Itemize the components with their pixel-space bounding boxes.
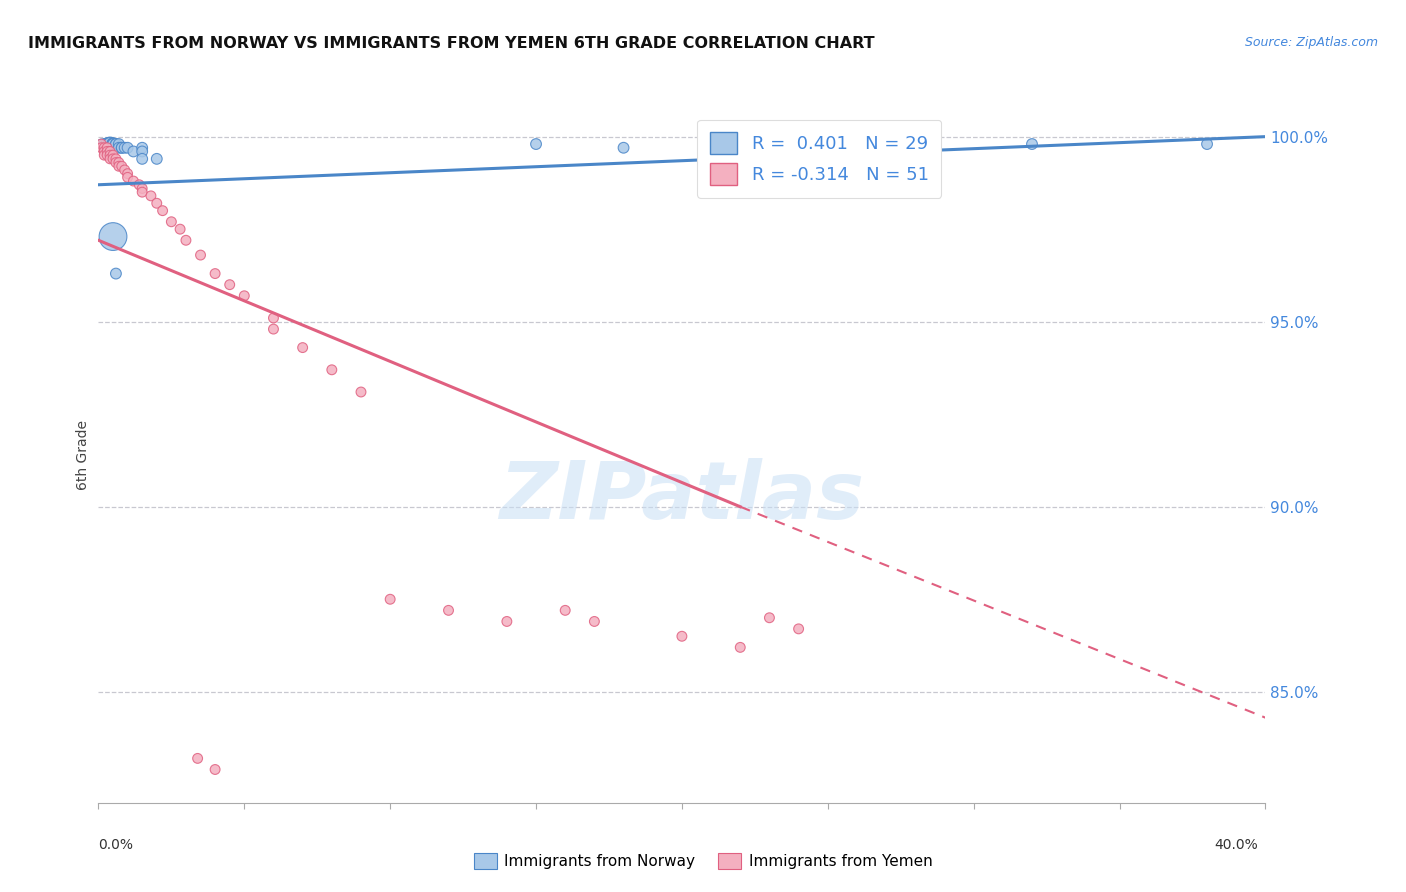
Point [204,763,226,777]
Point [93,136,115,151]
Point [101,229,124,244]
Point [90,141,112,155]
Point [111,159,134,173]
Point [671,629,693,643]
Point [218,277,240,292]
Point [131,181,153,195]
Point [190,248,212,262]
Point [96,136,118,151]
Point [90,136,112,151]
Text: 0.0%: 0.0% [98,838,134,853]
Point [122,145,145,159]
Point [131,152,153,166]
Point [817,136,839,151]
Point [104,267,127,281]
Text: IMMIGRANTS FROM NORWAY VS IMMIGRANTS FROM YEMEN 6TH GRADE CORRELATION CHART: IMMIGRANTS FROM NORWAY VS IMMIGRANTS FRO… [28,36,875,51]
Point [101,152,124,166]
Point [380,592,402,607]
Point [146,196,169,211]
Point [437,603,460,617]
Point [262,322,284,336]
Point [262,310,284,325]
Point [321,363,343,377]
Point [758,611,780,625]
Point [117,141,139,155]
Point [613,141,636,155]
Point [108,141,131,155]
Point [131,185,153,199]
Point [98,152,121,166]
Point [108,155,131,169]
Point [117,170,139,185]
Point [131,145,153,159]
Point [101,136,124,151]
Point [160,215,183,229]
Point [98,145,121,159]
Point [111,141,134,155]
Legend: R =  0.401   N = 29, R = -0.314   N = 51: R = 0.401 N = 29, R = -0.314 N = 51 [697,120,941,198]
Point [101,136,124,151]
Point [139,189,162,203]
Point [152,203,174,218]
Point [93,145,115,159]
Point [131,141,153,155]
Point [98,136,121,151]
Point [101,136,124,151]
Point [96,141,118,155]
Point [187,751,209,765]
Point [787,622,810,636]
Point [117,167,139,181]
Y-axis label: 6th Grade: 6th Grade [76,420,90,490]
Point [146,152,169,166]
Point [291,341,314,355]
Point [93,148,115,162]
Point [1195,136,1218,151]
Point [350,384,373,399]
Point [1021,136,1043,151]
Point [122,174,145,188]
Point [524,136,547,151]
Point [496,615,519,629]
Text: 40.0%: 40.0% [1215,838,1258,853]
Text: Source: ZipAtlas.com: Source: ZipAtlas.com [1244,36,1378,49]
Point [104,152,127,166]
Point [98,136,121,151]
Point [108,136,131,151]
Point [104,136,127,151]
Point [104,155,127,169]
Legend: Immigrants from Norway, Immigrants from Yemen: Immigrants from Norway, Immigrants from … [468,847,938,875]
Point [204,267,226,281]
Point [114,163,136,178]
Point [554,603,576,617]
Point [128,178,150,192]
Point [96,136,118,151]
Point [114,141,136,155]
Point [730,640,752,655]
Point [174,233,197,247]
Point [98,148,121,162]
Text: ZIPatlas: ZIPatlas [499,458,865,536]
Point [101,148,124,162]
Point [104,136,127,151]
Point [93,141,115,155]
Point [96,145,118,159]
Point [169,222,191,236]
Point [583,615,606,629]
Point [111,141,134,155]
Point [233,289,256,303]
Point [90,136,112,151]
Point [96,148,118,162]
Point [108,159,131,173]
